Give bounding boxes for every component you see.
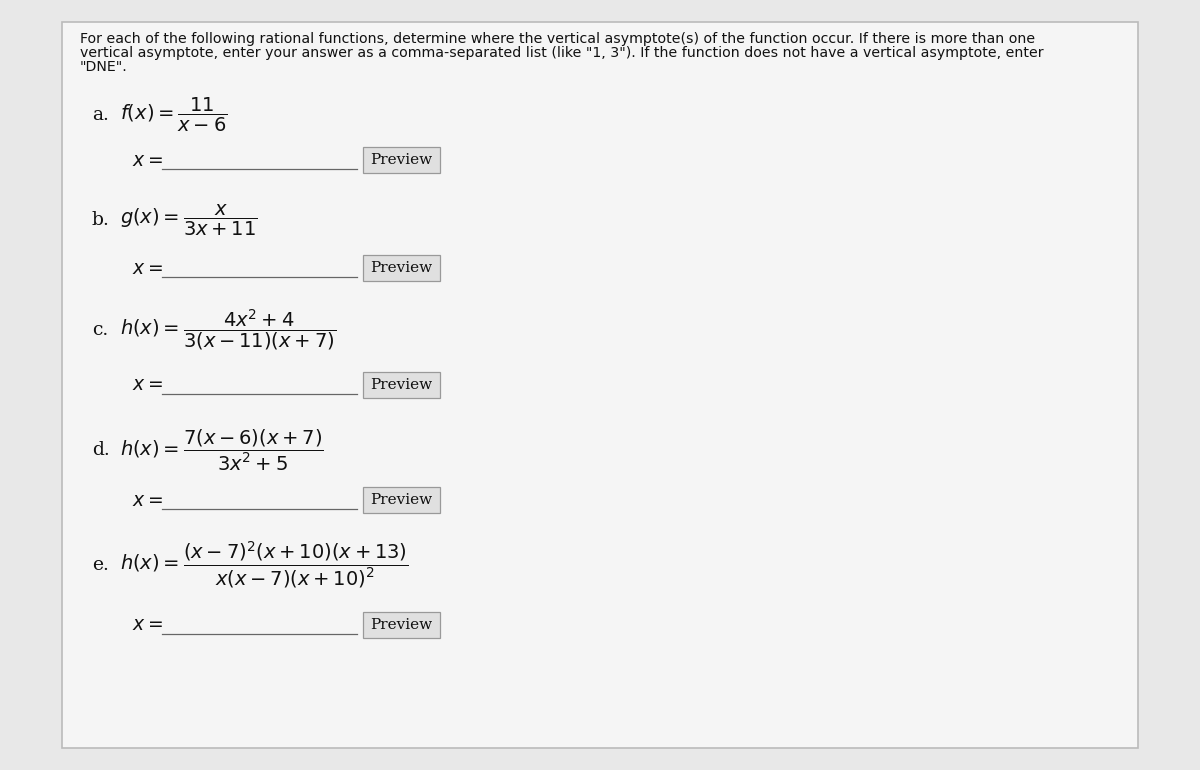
Text: d.: d. [92, 441, 109, 459]
Text: $h(x) = \dfrac{4x^2+4}{3(x-11)(x+7)}$: $h(x) = \dfrac{4x^2+4}{3(x-11)(x+7)}$ [120, 307, 336, 353]
Text: vertical asymptote, enter your answer as a comma-separated list (like "1, 3"). I: vertical asymptote, enter your answer as… [80, 46, 1044, 60]
Text: For each of the following rational functions, determine where the vertical asymp: For each of the following rational funct… [80, 32, 1036, 46]
Text: Preview: Preview [371, 378, 432, 392]
Text: "DNE".: "DNE". [80, 60, 127, 74]
Text: $h(x) = \dfrac{7(x-6)(x+7)}{3x^2+5}$: $h(x) = \dfrac{7(x-6)(x+7)}{3x^2+5}$ [120, 427, 324, 473]
FancyBboxPatch shape [62, 22, 1138, 748]
Text: $x =$: $x =$ [132, 376, 163, 394]
Text: Preview: Preview [371, 153, 432, 167]
FancyBboxPatch shape [364, 487, 440, 513]
Text: $x =$: $x =$ [132, 615, 163, 634]
Text: Preview: Preview [371, 493, 432, 507]
FancyBboxPatch shape [364, 612, 440, 638]
Text: Preview: Preview [371, 618, 432, 632]
Text: c.: c. [92, 321, 108, 339]
FancyBboxPatch shape [364, 147, 440, 173]
FancyBboxPatch shape [364, 372, 440, 398]
Text: $h(x) = \dfrac{(x-7)^2(x+10)(x+13)}{x(x-7)(x+10)^2}$: $h(x) = \dfrac{(x-7)^2(x+10)(x+13)}{x(x-… [120, 540, 408, 591]
FancyBboxPatch shape [364, 255, 440, 281]
Text: e.: e. [92, 556, 109, 574]
Text: b.: b. [92, 211, 110, 229]
Text: $x =$: $x =$ [132, 150, 163, 169]
Text: $g(x) = \dfrac{x}{3x+11}$: $g(x) = \dfrac{x}{3x+11}$ [120, 203, 258, 237]
Text: $x =$: $x =$ [132, 259, 163, 277]
Text: Preview: Preview [371, 261, 432, 275]
Text: a.: a. [92, 106, 109, 124]
Text: $x =$: $x =$ [132, 490, 163, 510]
Text: $f(x) = \dfrac{11}{x-6}$: $f(x) = \dfrac{11}{x-6}$ [120, 96, 228, 134]
